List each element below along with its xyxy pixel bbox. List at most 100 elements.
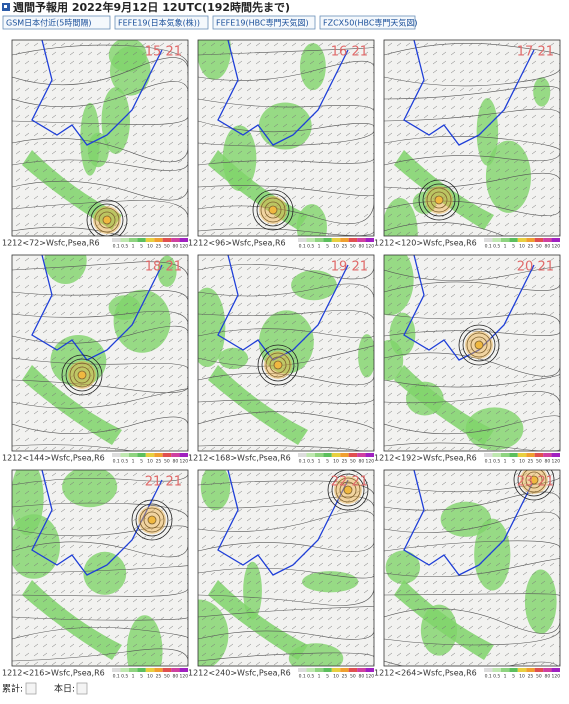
wind-barb [291, 69, 297, 74]
wind-barb [273, 419, 279, 424]
wind-barb [69, 42, 75, 47]
wind-barb [168, 78, 174, 83]
wind-barb [168, 652, 174, 657]
wind-barb [255, 437, 261, 442]
tab[interactable]: FZCX50(HBC専門天気図) [319, 15, 418, 30]
wind-barb [69, 571, 75, 576]
wind-barb [87, 446, 93, 451]
tab[interactable]: FEFE19(HBC専門天気図) [212, 15, 316, 30]
wind-barb [201, 293, 207, 298]
wind-barb [51, 320, 57, 325]
wind-barb [522, 401, 528, 406]
wind-barb [522, 78, 528, 83]
wind-barb [228, 410, 234, 415]
wind-barb [51, 499, 57, 504]
tab[interactable]: FEFE19(日本気象(株)) [114, 15, 209, 30]
wind-barb [414, 598, 420, 603]
scale-label: 1 [318, 244, 321, 250]
rain-area [384, 197, 418, 236]
wind-barb [354, 607, 360, 612]
wind-barb [42, 517, 48, 522]
wind-barb [504, 320, 510, 325]
panel-label: 1212<120>Wsfc,Psea,R6 [374, 239, 477, 248]
scale-label: 50 [164, 674, 170, 680]
wind-barb [273, 266, 279, 271]
tab[interactable]: GSM日本付近(5時間隔) [2, 15, 111, 30]
scale-swatch [179, 668, 188, 672]
wind-barb [423, 123, 429, 128]
wind-barb [396, 266, 402, 271]
wind-barb [141, 356, 147, 361]
wind-barb [159, 284, 165, 289]
wind-barb [522, 383, 528, 388]
wind-barb [105, 526, 111, 531]
wind-barb [282, 60, 288, 65]
wind-barb [105, 60, 111, 65]
wind-barb [24, 356, 30, 361]
wind-barb [432, 51, 438, 56]
wind-barb [132, 589, 138, 594]
wind-barb [228, 114, 234, 119]
wind-barb [105, 275, 111, 280]
wind-barb [150, 69, 156, 74]
wind-barb [159, 517, 165, 522]
wind-barb [42, 114, 48, 119]
wind-barb [522, 589, 528, 594]
wind-barb [522, 51, 528, 56]
wind-barb [201, 69, 207, 74]
rain-band [208, 365, 308, 445]
isobar [384, 626, 560, 646]
wind-barb [495, 96, 501, 101]
wind-barb [354, 437, 360, 442]
wind-barb [405, 213, 411, 218]
wind-barb [486, 60, 492, 65]
wind-barb [210, 150, 216, 155]
scale-label: 5 [512, 459, 515, 465]
wind-barb [450, 401, 456, 406]
wind-barb [264, 69, 270, 74]
wind-barb [459, 320, 465, 325]
wind-barb [255, 562, 261, 567]
wind-barb [42, 419, 48, 424]
wind-barb [432, 96, 438, 101]
wind-barb [450, 275, 456, 280]
wind-barb [513, 123, 519, 128]
wind-barb [318, 60, 324, 65]
wind-barb [459, 616, 465, 621]
wind-barb [168, 266, 174, 271]
typhoon-isobar [98, 211, 116, 229]
map-body [384, 255, 560, 451]
wind-barb [522, 419, 528, 424]
wind-barb [291, 508, 297, 513]
wind-barb [237, 428, 243, 433]
wind-barb [246, 517, 252, 522]
wind-barb [159, 177, 165, 182]
wind-barb [33, 42, 39, 47]
wind-barb [237, 374, 243, 379]
wind-barb [150, 490, 156, 495]
wind-barb [363, 383, 369, 388]
wind-barb [423, 553, 429, 558]
wind-barb [159, 401, 165, 406]
wind-barb [273, 150, 279, 155]
wind-barb [405, 302, 411, 307]
wind-barb [522, 266, 528, 271]
wind-barb [15, 598, 21, 603]
wind-barb [246, 401, 252, 406]
wind-barb [273, 472, 279, 477]
wind-barb [150, 177, 156, 182]
wind-barb [273, 517, 279, 522]
wind-barb [210, 105, 216, 110]
scale-label: 0.5 [493, 459, 500, 465]
wind-barb [354, 634, 360, 639]
wind-barb [168, 204, 174, 209]
